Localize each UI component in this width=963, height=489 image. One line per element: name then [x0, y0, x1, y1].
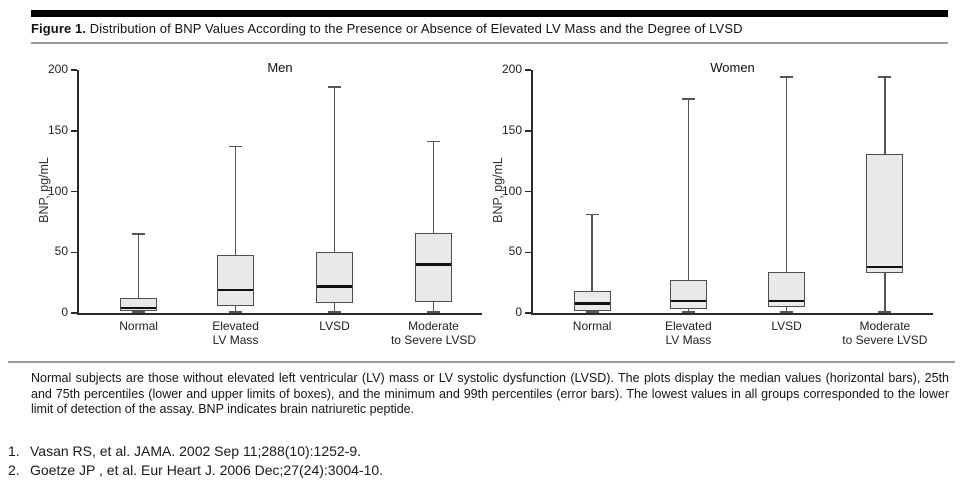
women-category-label: Elevated LV Mass	[665, 319, 712, 347]
men-y-tick-label: 150	[47, 122, 68, 137]
men-whisker-cap-bottom	[229, 311, 243, 313]
men-y-axis	[77, 70, 79, 315]
women-y-tick-label: 100	[501, 183, 522, 198]
women-y-tick	[525, 69, 531, 71]
figure-title-text: Distribution of BNP Values According to …	[89, 21, 743, 36]
women-whisker-cap-bottom	[681, 311, 695, 313]
men-box	[415, 232, 453, 303]
men-category-label: LVSD	[319, 319, 350, 333]
women-y-tick	[525, 190, 531, 193]
reference-item: 2. Goetze JP , et al. Eur Heart J. 2006 D…	[8, 461, 948, 480]
reference-text: Goetze JP , et al. Eur Heart J. 2006 Dec…	[30, 462, 384, 478]
men-y-tick	[71, 130, 77, 132]
women-whisker	[591, 214, 593, 312]
women-whisker	[785, 77, 788, 312]
men-whisker	[137, 234, 140, 312]
women-median-line	[769, 299, 805, 303]
men-category-label: Moderate to Severe LVSD	[390, 319, 477, 347]
figure-caption: Figure 1. Distribution of BNP Values Acc…	[31, 21, 951, 36]
men-chart-title: Men	[267, 60, 293, 75]
women-box	[866, 153, 904, 273]
women-whisker	[687, 99, 690, 312]
references-list: 1. Vasan RS, et al. JAMA. 2002 Sep 11;288…	[8, 442, 948, 480]
women-box	[573, 291, 611, 311]
men-y-tick-label: 100	[47, 183, 68, 198]
women-category-label: Moderate to Severe LVSD	[842, 319, 928, 347]
women-y-tick	[525, 312, 531, 314]
women-category-label: LVSD	[771, 319, 802, 333]
men-median-line	[416, 263, 452, 266]
reference-number: 1.	[8, 443, 20, 459]
women-whisker-cap-top	[878, 76, 892, 78]
men-whisker-cap-bottom	[132, 311, 146, 313]
men-box	[316, 252, 354, 304]
women-x-axis	[531, 313, 933, 315]
men-y-tick-label: 50	[54, 244, 68, 259]
men-x-axis	[77, 313, 482, 315]
men-median-line	[121, 306, 157, 310]
men-category-label: Elevated LV Mass	[212, 319, 259, 347]
men-whisker	[333, 87, 336, 312]
men-y-tick-label: 0	[61, 305, 68, 319]
men-whisker-cap-top	[328, 86, 342, 88]
women-y-tick-label: 200	[501, 62, 522, 76]
women-y-tick	[525, 251, 531, 253]
women-whisker-cap-bottom	[780, 311, 794, 313]
men-median-line	[218, 288, 254, 292]
women-whisker-cap-top	[681, 98, 695, 100]
caption-divider	[31, 42, 948, 44]
top-rule	[31, 10, 948, 17]
men-whisker-cap-bottom	[328, 311, 342, 313]
women-chart-title: Women	[710, 60, 755, 75]
women-y-tick	[525, 130, 531, 132]
men-whisker-cap-top	[229, 145, 243, 148]
men-y-tick	[71, 69, 77, 71]
women-box	[669, 280, 707, 310]
figure-label: Figure 1.	[31, 21, 87, 36]
women-y-axis	[531, 70, 533, 315]
women-whisker-cap-top	[780, 76, 794, 78]
men-y-tick	[71, 312, 77, 314]
women-y-tick-label: 50	[508, 244, 522, 259]
women-whisker-cap-top	[585, 213, 599, 216]
women-median-line	[574, 302, 610, 305]
women-category-label: Normal	[572, 319, 612, 333]
figure-footnote: Normal subjects are those without elevat…	[31, 371, 949, 416]
footnote-divider	[8, 361, 955, 363]
women-whisker-cap-bottom	[585, 311, 599, 313]
reference-text: Vasan RS, et al. JAMA. 2002 Sep 11;288(1…	[30, 443, 362, 459]
men-box	[217, 254, 255, 306]
men-y-tick-label: 200	[47, 62, 68, 76]
men-y-tick	[71, 251, 77, 253]
men-whisker-cap-top	[132, 233, 146, 235]
men-category-label: Normal	[119, 319, 158, 333]
women-y-tick-label: 0	[515, 305, 522, 319]
men-whisker-cap-bottom	[427, 311, 441, 313]
reference-item: 1. Vasan RS, et al. JAMA. 2002 Sep 11;288…	[8, 442, 948, 461]
men-y-tick	[71, 190, 77, 193]
reference-number: 2.	[8, 462, 20, 478]
women-whisker-cap-bottom	[878, 311, 892, 313]
men-median-line	[317, 285, 353, 288]
women-y-tick-label: 150	[501, 122, 522, 137]
women-median-line	[670, 299, 706, 303]
men-whisker	[432, 141, 435, 312]
men-whisker-cap-top	[427, 140, 441, 143]
men-whisker	[234, 146, 237, 312]
women-median-line	[867, 265, 903, 269]
